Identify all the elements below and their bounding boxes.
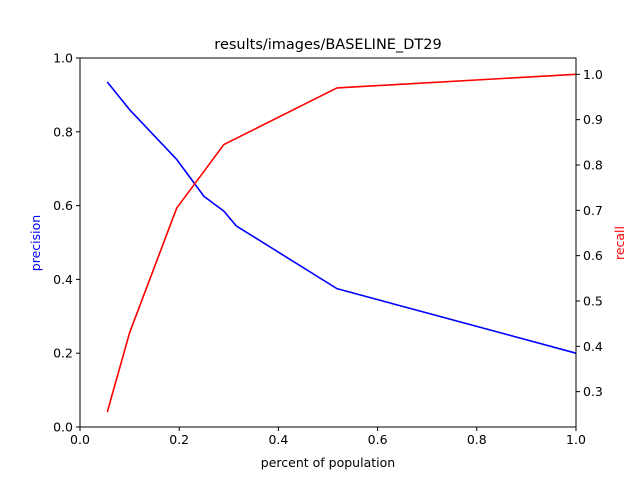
y-left-tick-label: 0.6: [53, 198, 73, 213]
y-axis-right-label: recall: [612, 226, 627, 260]
plot-frame: [79, 57, 577, 428]
x-axis-label: percent of population: [261, 455, 395, 470]
y-right-tick-label: 0.9: [583, 112, 603, 127]
y-left-tick-label: 0.8: [53, 124, 73, 139]
x-tick-label: 1.0: [566, 432, 586, 447]
y-right-tick-label: 0.8: [583, 157, 603, 172]
y-left-tick-label: 1.0: [53, 51, 73, 66]
x-tick-label: 0.6: [368, 432, 388, 447]
y-axis-left-label: precision: [28, 215, 43, 271]
y-right-tick-label: 0.6: [583, 248, 603, 263]
y-left-tick-label: 0.4: [53, 272, 73, 287]
series-layer: [106, 73, 577, 413]
x-tick-label: 0.4: [268, 432, 288, 447]
y-right-tick-label: 0.5: [583, 293, 603, 308]
chart-title: results/images/BASELINE_DT29: [214, 37, 441, 53]
axes-layer: 0.0 0.2 0.4 0.6 0.8 1.0 0.0 0.2 0.4 0.6 0.8 1.0 0.3 0…: [53, 51, 603, 448]
y-left-tick-label: 0.0: [53, 420, 73, 435]
y-left-tick-label: 0.2: [53, 346, 73, 361]
y-right-tick-label: 0.4: [583, 339, 603, 354]
y-right-tick-label: 0.7: [583, 203, 603, 218]
recall-series-line: [106, 73, 577, 413]
y-right-tick-label: 1.0: [583, 67, 603, 82]
precision-series-line: [106, 81, 577, 354]
y-right-tick-label: 0.3: [583, 384, 603, 399]
x-tick-label: 0.0: [70, 432, 90, 447]
x-tick-label: 0.2: [169, 432, 189, 447]
x-tick-label: 0.8: [467, 432, 487, 447]
